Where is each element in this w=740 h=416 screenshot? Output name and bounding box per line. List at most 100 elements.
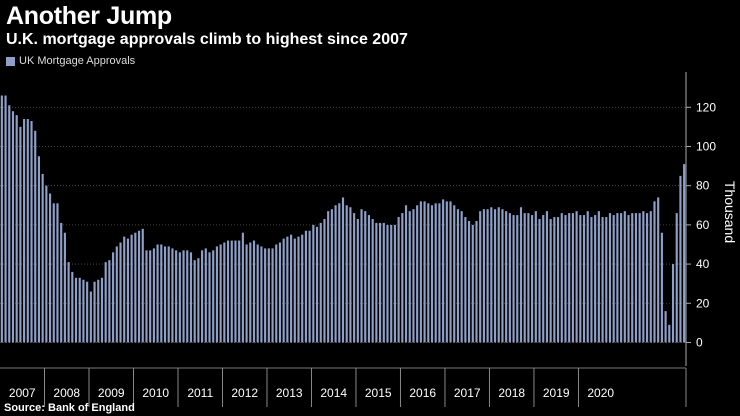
- bar: [126, 238, 130, 343]
- bar: [82, 279, 85, 343]
- bar: [163, 246, 167, 343]
- bar: [201, 250, 204, 343]
- bar: [675, 213, 678, 343]
- bar: [468, 220, 471, 343]
- bar: [175, 250, 178, 343]
- bar: [341, 197, 345, 343]
- bar: [238, 240, 241, 343]
- bar: [523, 213, 526, 343]
- bar: [486, 209, 489, 343]
- bar: [226, 240, 230, 343]
- bar: [586, 211, 589, 343]
- bar: [475, 220, 478, 343]
- bar: [590, 217, 593, 343]
- bar: [445, 201, 448, 343]
- bar: [100, 277, 104, 343]
- bar: [575, 211, 578, 343]
- bar: [482, 209, 485, 343]
- y-tick-label: 0: [696, 335, 703, 349]
- bar: [479, 211, 482, 343]
- bar: [171, 248, 174, 343]
- bar: [493, 209, 497, 343]
- bar: [260, 246, 263, 343]
- bar: [638, 213, 641, 343]
- bar: [375, 222, 378, 343]
- bar: [631, 213, 634, 343]
- bar: [290, 234, 293, 343]
- bar: [579, 215, 582, 343]
- bar: [282, 238, 285, 343]
- bar: [252, 240, 256, 343]
- x-tick-label: 2014: [320, 386, 347, 400]
- bar: [256, 244, 259, 343]
- x-tick-label: 2017: [454, 386, 481, 400]
- bar: [186, 250, 189, 343]
- bar: [408, 211, 411, 343]
- bar: [620, 213, 623, 343]
- bar: [449, 201, 452, 343]
- y-tick-label: 100: [696, 139, 716, 153]
- bar: [149, 250, 152, 343]
- bar: [119, 242, 122, 343]
- bar: [471, 224, 474, 343]
- y-tick-label: 40: [696, 257, 710, 271]
- bar: [204, 248, 207, 343]
- bar: [189, 252, 193, 343]
- source-note: Source: Bank of England: [4, 402, 135, 414]
- bar: [556, 217, 560, 343]
- bar: [278, 242, 282, 343]
- x-tick-label: 2013: [276, 386, 303, 400]
- bar: [460, 211, 463, 343]
- bar: [386, 224, 389, 343]
- bar: [223, 242, 226, 343]
- bar: [634, 213, 638, 343]
- bar: [327, 211, 330, 343]
- bar: [37, 156, 41, 343]
- bar: [423, 201, 426, 343]
- bar: [605, 217, 608, 343]
- bar: [404, 205, 408, 343]
- chart-subtitle: U.K. mortgage approvals climb to highest…: [6, 31, 408, 48]
- bar: [308, 230, 311, 343]
- bar: [30, 121, 33, 343]
- bar: [330, 209, 333, 343]
- bar: [582, 215, 586, 343]
- bar: [427, 203, 430, 343]
- bar: [86, 281, 89, 343]
- bar: [60, 222, 63, 343]
- bar: [679, 175, 682, 343]
- bar: [245, 244, 248, 343]
- x-tick-label: 2015: [365, 386, 392, 400]
- y-tick-label: 80: [696, 179, 710, 193]
- bar: [642, 211, 645, 343]
- bar: [560, 213, 563, 343]
- bar: [145, 250, 148, 343]
- bar: [141, 228, 144, 343]
- bar: [571, 213, 574, 343]
- bar: [627, 215, 630, 343]
- bar: [301, 234, 304, 343]
- x-tick-label: 2019: [543, 386, 570, 400]
- bar: [215, 246, 218, 343]
- bar: [11, 111, 15, 343]
- bar: [356, 219, 359, 343]
- legend-label: UK Mortgage Approvals: [19, 55, 136, 67]
- bar: [597, 211, 600, 343]
- bar: [0, 95, 3, 343]
- bar: [668, 324, 671, 343]
- bar: [338, 203, 341, 343]
- bar: [241, 232, 244, 343]
- bar: [608, 213, 612, 343]
- bar: [152, 248, 155, 343]
- bar: [264, 248, 267, 343]
- bar: [653, 201, 656, 343]
- bar: [531, 215, 534, 343]
- bar: [78, 277, 81, 343]
- bar: [115, 246, 118, 343]
- bar: [379, 222, 382, 343]
- bar: [549, 219, 552, 343]
- x-tick-label: 2007: [9, 386, 36, 400]
- bar: [230, 240, 233, 343]
- bar: [89, 291, 92, 343]
